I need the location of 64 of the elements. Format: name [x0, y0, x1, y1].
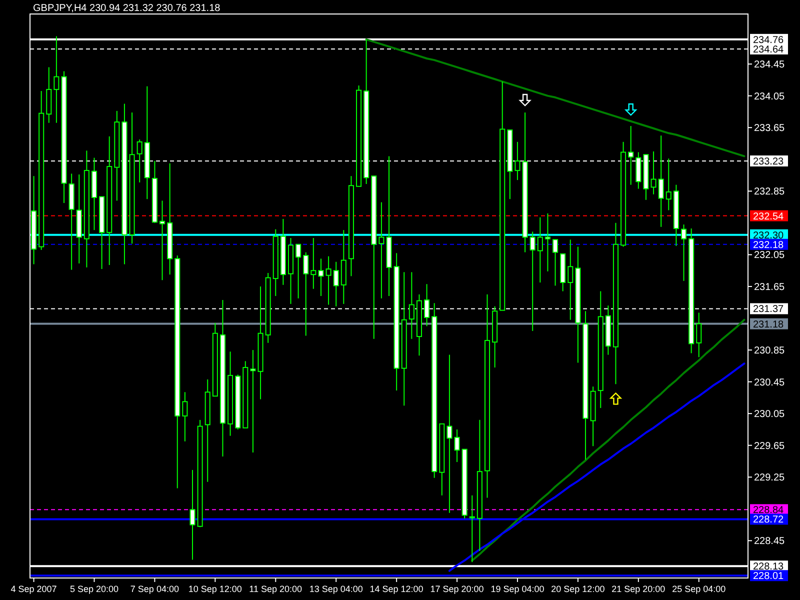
ref-line-label: 228.72	[753, 514, 784, 526]
ref-line-label: 232.30	[753, 230, 784, 242]
y-tick-label: 232.05	[754, 250, 786, 262]
line-series	[471, 318, 746, 562]
candlestick	[666, 158, 672, 211]
ref-line-label: 231.37	[753, 304, 784, 316]
y-tick-label: 229.65	[754, 440, 786, 452]
candlestick	[250, 350, 256, 453]
y-tick-label: 229.25	[754, 472, 786, 484]
candlestick	[408, 272, 414, 340]
candlestick	[454, 428, 460, 463]
candlestick	[296, 244, 302, 299]
candlestick	[552, 239, 558, 286]
x-tick-label: 25 Sep 04:00	[672, 584, 726, 594]
y-tick-label: 233.65	[754, 123, 786, 134]
x-tick-label: 21 Sep 20:00	[612, 584, 666, 594]
candlestick	[333, 261, 339, 307]
candlestick	[544, 212, 550, 272]
candlestick	[469, 494, 475, 563]
candlestick	[378, 202, 384, 299]
ref-line-label: 234.76	[753, 34, 784, 46]
candlestick	[136, 139, 142, 183]
candlestick	[514, 141, 520, 181]
x-tick-label: 19 Sep 04:00	[490, 584, 544, 594]
y-tick-label: 232.85	[754, 186, 786, 198]
ref-line-label: 228.84	[753, 505, 784, 516]
candlestick	[182, 392, 188, 442]
candlestick	[650, 150, 656, 195]
y-tick-label: 234.45	[754, 60, 786, 71]
candlestick	[190, 469, 196, 560]
x-tick-label: 11 Sep 20:00	[249, 584, 302, 594]
x-tick-label: 20 Sep 12:00	[551, 584, 605, 594]
candlestick	[537, 216, 543, 283]
y-tick-label: 230.05	[754, 409, 786, 420]
x-tick-label: 7 Sep 04:00	[130, 584, 179, 594]
ref-line-label: 233.23	[753, 156, 784, 168]
ref-line-label: 232.54	[753, 211, 784, 222]
candlestick	[54, 36, 60, 124]
candlestick	[318, 258, 324, 296]
x-tick-label: 13 Sep 04:00	[309, 584, 363, 594]
ref-line-label: 234.64	[753, 44, 784, 56]
y-tick-label: 230.85	[754, 346, 786, 357]
candlestick	[159, 200, 166, 281]
x-tick-label: 5 Sep 20:00	[70, 584, 119, 594]
candlestick	[446, 354, 452, 514]
ref-line-label: 228.01	[753, 571, 784, 582]
ref-line-label: 228.13	[753, 562, 784, 573]
chart-title: GBPJPY,H4 230.94 231.32 230.76 231.18	[33, 3, 221, 14]
candlestick	[696, 312, 702, 358]
ref-line-label: 231.18	[753, 319, 784, 330]
candlestick	[310, 238, 316, 290]
y-tick-label: 230.45	[754, 377, 786, 388]
x-tick-label: 14 Sep 12:00	[370, 584, 424, 594]
y-tick-label: 231.65	[754, 282, 786, 293]
ref-line-label: 232.18	[753, 240, 784, 251]
x-tick-label: 4 Sep 2007	[10, 584, 57, 594]
candlestick	[326, 256, 332, 306]
y-tick-label: 228.45	[754, 536, 786, 548]
x-tick-label: 10 Sep 12:00	[188, 584, 242, 594]
candlestick	[680, 224, 687, 282]
candlestick	[568, 239, 574, 320]
line-series	[365, 38, 746, 158]
y-tick-label: 234.05	[754, 91, 786, 102]
x-tick-label: 17 Sep 20:00	[430, 584, 484, 594]
